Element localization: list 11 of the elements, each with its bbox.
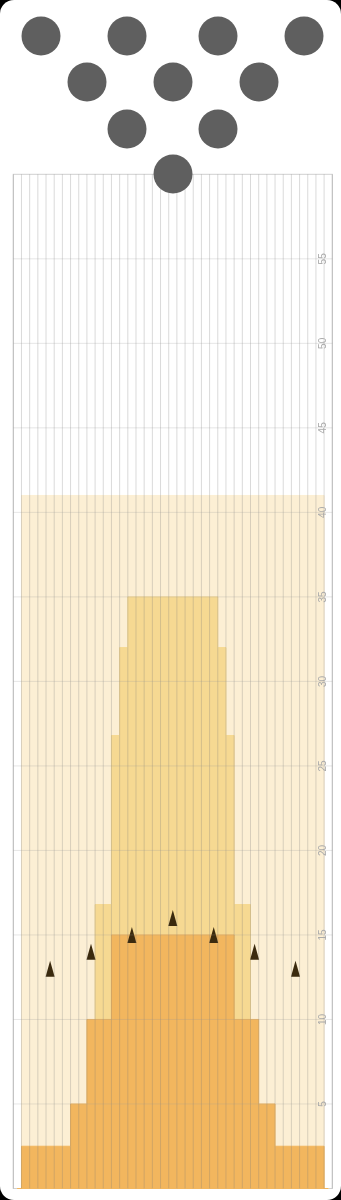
y-tick-label: 15 (317, 928, 329, 941)
y-tick-label: 20 (317, 844, 329, 856)
y-tick-label: 30 (317, 675, 329, 687)
y-tick-label: 35 (317, 590, 329, 603)
y-tick-label: 10 (317, 1013, 329, 1026)
y-tick-label: 50 (317, 337, 329, 349)
y-tick-label: 55 (317, 252, 329, 265)
y-tick-label: 45 (317, 421, 329, 434)
y-tick-label: 40 (317, 506, 329, 518)
y-tick-label: 5 (317, 1100, 329, 1107)
y-tick-label: 25 (317, 759, 329, 772)
